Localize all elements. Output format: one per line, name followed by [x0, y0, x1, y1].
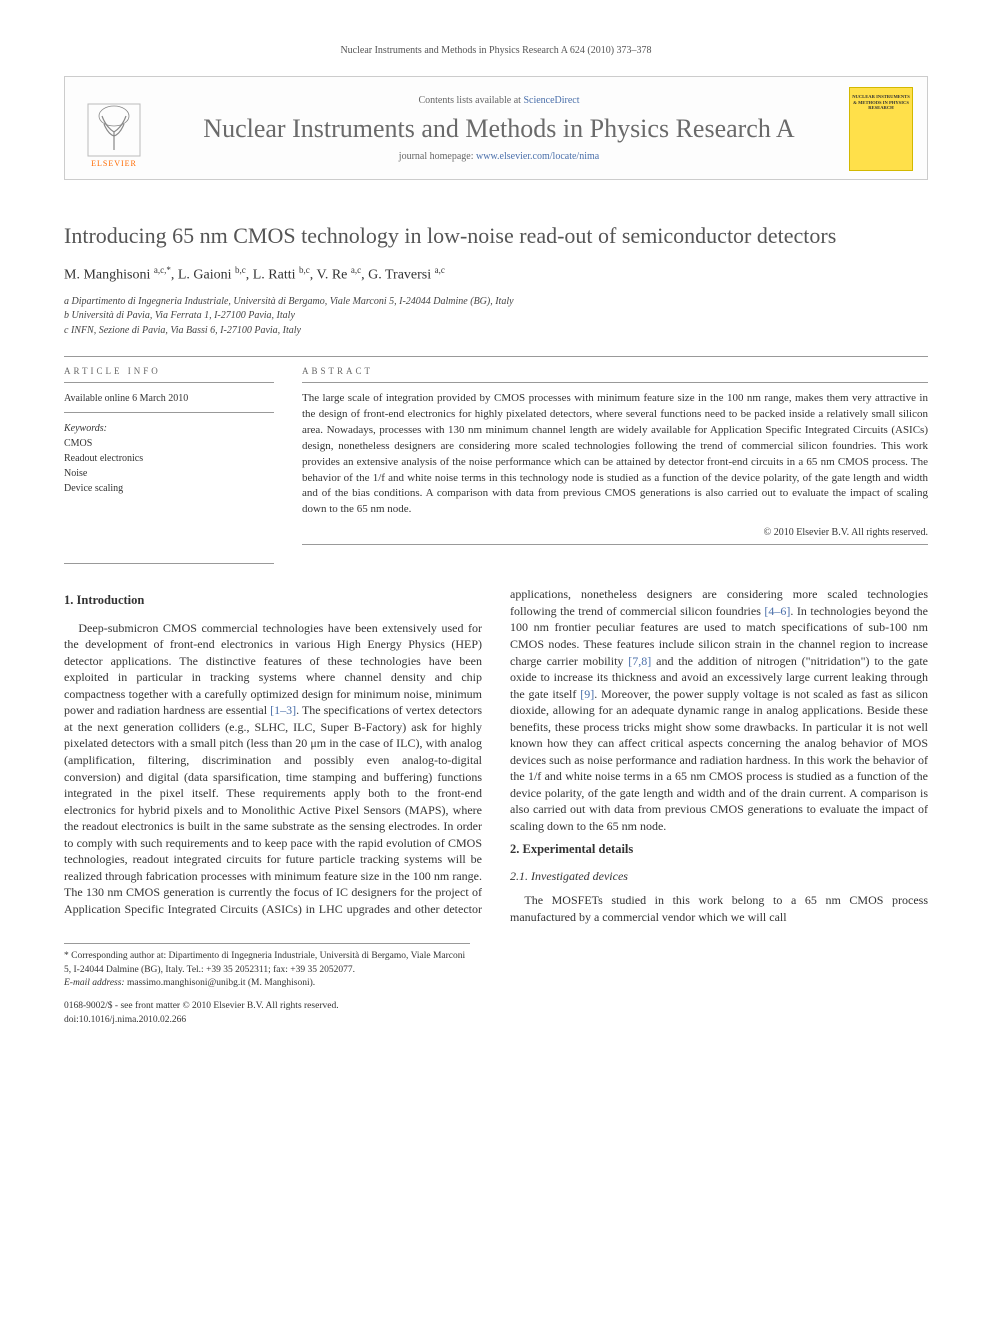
available-online-date: Available online 6 March 2010 [64, 391, 274, 406]
article-body: 1. Introduction Deep-submicron CMOS comm… [64, 586, 928, 925]
abstract-copyright: © 2010 Elsevier B.V. All rights reserved… [302, 526, 928, 540]
sciencedirect-link[interactable]: ScienceDirect [523, 95, 579, 106]
email-address[interactable]: massimo.manghisoni@unibg.it (M. Manghiso… [127, 978, 315, 988]
contents-available-line: Contents lists available at ScienceDirec… [163, 94, 835, 108]
journal-homepage-link[interactable]: www.elsevier.com/locate/nima [476, 151, 599, 162]
keyword: Readout electronics [64, 451, 274, 466]
article-info-block: ARTICLE INFO Available online 6 March 20… [64, 357, 274, 545]
affiliation-b: b Università di Pavia, Via Ferrata 1, I-… [64, 309, 928, 324]
article-info-label: ARTICLE INFO [64, 357, 274, 382]
affiliation-a: a Dipartimento di Ingegneria Industriale… [64, 295, 928, 310]
citation-link[interactable]: [7,8] [628, 654, 651, 668]
keywords-label: Keywords: [64, 421, 274, 436]
subsection-heading: 2.1. Investigated devices [510, 868, 928, 885]
affiliations: a Dipartimento di Ingegneria Industriale… [64, 295, 928, 339]
publisher-logo: ELSEVIER [79, 89, 149, 169]
article-title: Introducing 65 nm CMOS technology in low… [64, 222, 928, 250]
footnote-email: E-mail address: massimo.manghisoni@unibg… [64, 977, 470, 990]
divider [64, 412, 274, 413]
abstract-label: ABSTRACT [302, 357, 928, 382]
issn-copyright-line: 0168-9002/$ - see front matter © 2010 El… [64, 1000, 470, 1013]
abstract-text: The large scale of integration provided … [302, 383, 928, 523]
divider [64, 563, 274, 564]
journal-cover-thumbnail: NUCLEAR INSTRUMENTS & METHODS IN PHYSICS… [849, 87, 913, 171]
homepage-prefix: journal homepage: [399, 151, 476, 162]
journal-masthead: ELSEVIER Contents lists available at Sci… [64, 76, 928, 180]
homepage-line: journal homepage: www.elsevier.com/locat… [163, 150, 835, 164]
divider [302, 544, 928, 545]
doi-block: 0168-9002/$ - see front matter © 2010 El… [64, 1000, 470, 1027]
keyword: CMOS [64, 436, 274, 451]
journal-name: Nuclear Instruments and Methods in Physi… [163, 114, 835, 144]
article-meta-row: ARTICLE INFO Available online 6 March 20… [64, 357, 928, 545]
footnote-text: * Corresponding author at: Dipartimento … [64, 950, 470, 977]
section-heading: 1. Introduction [64, 592, 482, 609]
body-paragraph: The MOSFETs studied in this work belong … [510, 892, 928, 925]
citation-link[interactable]: [9] [580, 687, 594, 701]
masthead-center: Contents lists available at ScienceDirec… [163, 94, 835, 164]
section-heading: 2. Experimental details [510, 841, 928, 858]
affiliation-c: c INFN, Sezione di Pavia, Via Bassi 6, I… [64, 324, 928, 339]
abstract-block: ABSTRACT The large scale of integration … [302, 357, 928, 545]
author-list: M. Manghisoni a,c,*, L. Gaioni b,c, L. R… [64, 264, 928, 285]
contents-prefix: Contents lists available at [418, 95, 523, 106]
keyword: Device scaling [64, 481, 274, 496]
corresponding-author-footnote: * Corresponding author at: Dipartimento … [64, 943, 470, 990]
elsevier-tree-icon [86, 102, 142, 158]
citation-link[interactable]: [1–3] [270, 703, 296, 717]
doi-line: doi:10.1016/j.nima.2010.02.266 [64, 1014, 470, 1027]
running-head: Nuclear Instruments and Methods in Physi… [64, 44, 928, 58]
email-label: E-mail address: [64, 978, 127, 988]
citation-link[interactable]: [4–6] [764, 604, 790, 618]
keyword: Noise [64, 466, 274, 481]
publisher-label: ELSEVIER [91, 158, 137, 169]
